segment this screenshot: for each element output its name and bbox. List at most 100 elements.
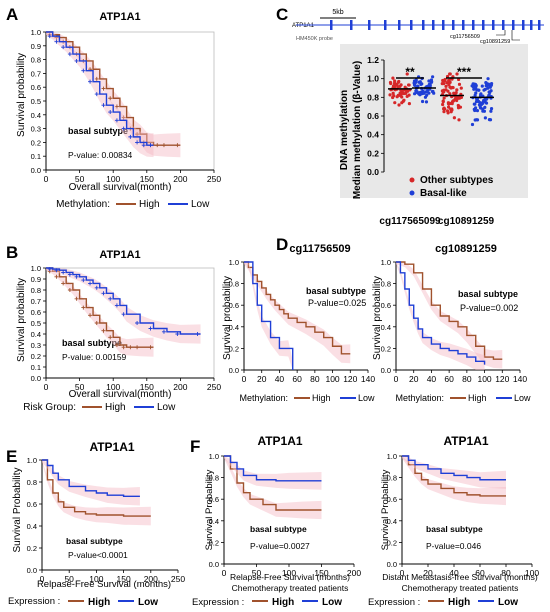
panel-c-ylabel1: DNA methylation — [339, 90, 350, 170]
censor-mark — [121, 345, 126, 350]
y-tick-label: 0.8 — [381, 280, 391, 289]
x-tick-label: 250 — [207, 174, 221, 184]
ci-band-low — [244, 262, 293, 370]
y-tick-label: 0.7 — [31, 69, 41, 78]
y-tick-label: 1.2 — [367, 55, 379, 65]
panel-f2-plot: 0.0 0.2 0.4 0.6 0.8 1.0 0 20 40 60 80 100 — [387, 452, 540, 578]
censor-mark — [74, 296, 79, 301]
x-tick-label: 140 — [361, 374, 375, 384]
censor-mark — [108, 96, 113, 101]
x-tick-label: 50 — [75, 382, 85, 392]
panel-e-subtype: basal subtype — [66, 536, 123, 546]
censor-mark — [128, 345, 133, 350]
y-tick-label: 0.2 — [209, 538, 219, 547]
y-tick-label: 0.6 — [229, 301, 239, 310]
panel-a-subtype: basal subtype — [68, 126, 128, 136]
censor-mark — [47, 34, 52, 39]
censor-mark — [114, 118, 119, 123]
exon — [502, 20, 505, 30]
y-tick-label: 0.0 — [381, 366, 391, 375]
scatter-point — [457, 104, 461, 108]
x-tick-label: 120 — [343, 374, 357, 384]
y-tick-label: 0.4 — [27, 522, 37, 531]
scatter-point — [412, 92, 417, 96]
x-tick-label: 40 — [275, 374, 285, 384]
censor-mark — [61, 281, 66, 286]
y-tick-label: 1.0 — [209, 452, 219, 461]
y-tick-label: 0.6 — [209, 495, 219, 504]
x-tick-label: 100 — [325, 374, 339, 384]
panel-c-probe1-label: cg11756509 — [450, 34, 480, 40]
x-tick-label: 150 — [117, 574, 131, 584]
scatter-point — [442, 96, 446, 100]
panel-b-xlabel: Overall survival(month) — [69, 389, 172, 400]
censor-mark — [61, 45, 66, 50]
censor-mark — [94, 76, 99, 81]
km-curve-high — [46, 267, 154, 348]
y-tick-label: 0.2 — [27, 544, 37, 553]
scatter-point — [396, 93, 400, 97]
y-tick-label: 1.0 — [381, 258, 391, 267]
panel-f1-legend-high: High — [272, 597, 294, 608]
panel-f2-subtype: basal subtype — [426, 524, 483, 534]
scatter-point — [484, 80, 488, 85]
panel-b-ylabel: Survival probability — [16, 278, 27, 362]
scatter-point — [399, 94, 403, 98]
y-tick-label: 0.8 — [31, 286, 41, 295]
exon — [422, 20, 425, 30]
panel-c-scale-label: 5kb — [332, 9, 343, 16]
scatter-point — [414, 78, 418, 82]
scatter-point — [441, 102, 445, 107]
panel-e-xlabel: Relpase-Free Survival (months) — [37, 579, 171, 590]
scatter-point — [457, 82, 462, 86]
y-tick-label: 0.4 — [229, 323, 239, 332]
panel-d1-legend-high: High — [312, 393, 331, 403]
scatter-point — [391, 76, 395, 80]
panel-letter-a: A — [6, 5, 18, 24]
panel-f1-xlabel-b: Chemotherapy treated patients — [232, 583, 349, 593]
scatter-point — [448, 92, 452, 96]
panel-c: 5kb ATP1A1 HM450K probe cg11756509 cg108… — [292, 9, 544, 227]
exon — [452, 20, 455, 30]
panel-c-ylabel2: Median methylation (β-Value) — [352, 61, 363, 199]
y-tick-label: 0.5 — [31, 97, 41, 106]
scatter-point — [489, 89, 493, 93]
exon — [492, 20, 495, 30]
ci-band-high — [224, 456, 322, 520]
panel-c-probe-label: HM450K probe — [296, 36, 333, 42]
panel-c-xcat2: cg10891259 — [438, 216, 495, 227]
y-tick-label: 0.6 — [31, 83, 41, 92]
censor-mark — [74, 58, 79, 63]
scatter-point — [480, 84, 484, 88]
panel-f1-title: ATP1A1 — [257, 434, 302, 448]
exon — [384, 20, 387, 30]
y-tick-label: 0.8 — [209, 474, 219, 483]
scatter-point — [443, 79, 447, 83]
y-tick-label: 0.4 — [381, 323, 391, 332]
scatter-point — [418, 92, 423, 96]
x-tick-label: 100 — [477, 374, 491, 384]
scatter-point — [393, 83, 397, 87]
panel-f1-plot: 0.0 0.2 0.4 0.6 0.8 1.0 0 50 100 150 200 — [209, 452, 362, 578]
y-tick-label: 0.4 — [31, 111, 41, 120]
censor-mark — [148, 345, 153, 350]
km-curve-low — [396, 261, 486, 365]
y-tick-label: 0.8 — [31, 56, 41, 65]
scatter-point — [486, 77, 490, 81]
x-tick-label: 200 — [144, 574, 158, 584]
km-curve-low — [46, 267, 201, 335]
scatter-point — [483, 116, 487, 120]
panel-d2-plot: 0.0 0.2 0.4 0.6 0.8 1.0 0 20 40 60 80 100 120 140 — [381, 258, 528, 384]
x-tick-label: 0 — [222, 568, 227, 578]
scatter-point — [482, 88, 486, 92]
panel-c-probe2-label: cg10891259 — [480, 39, 510, 45]
scatter-point — [489, 82, 494, 86]
y-tick-label: 0.2 — [31, 138, 41, 147]
scatter-point — [487, 93, 491, 98]
exon — [530, 20, 533, 30]
panel-d2-subtype: basal subtype — [458, 289, 518, 299]
panel-f2-title: ATP1A1 — [443, 434, 488, 448]
panel-a-ylabel: Survival probability — [16, 53, 27, 137]
x-tick-label: 0 — [44, 174, 49, 184]
